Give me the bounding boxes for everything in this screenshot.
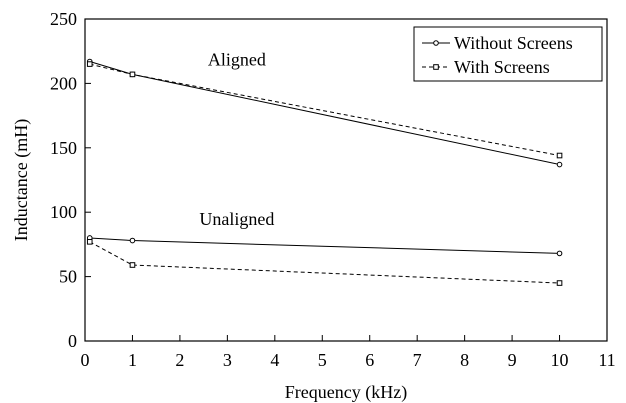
x-tick-label: 0 — [81, 350, 90, 370]
x-tick-label: 7 — [413, 350, 422, 370]
legend-label: Without Screens — [454, 33, 573, 53]
x-tick-label: 2 — [175, 350, 184, 370]
x-tick-label: 10 — [551, 350, 569, 370]
plot-area — [84, 18, 608, 342]
marker-square — [129, 262, 136, 268]
x-tick-label: 4 — [270, 350, 279, 370]
series-aligned-with-screens — [86, 61, 563, 159]
series-unaligned-with-screens — [86, 239, 563, 286]
series-unaligned-without-screens — [86, 235, 563, 257]
legend-label: With Screens — [454, 57, 550, 77]
y-tick-label: 100 — [50, 202, 77, 222]
marker-circle — [433, 40, 439, 46]
y-tick-label: 250 — [50, 9, 77, 29]
marker-circle — [129, 237, 136, 244]
axis-ticks: 0 1 2 3 4 5 6 7 8 9 10 11 0 50 100 150 200 250 — [50, 9, 616, 370]
legend-item: Without Screens — [422, 33, 573, 53]
legend-item: With Screens — [422, 57, 550, 77]
annotation-label: Unaligned — [199, 209, 274, 229]
x-tick-label: 8 — [460, 350, 469, 370]
x-axis-label: Frequency (kHz) — [285, 382, 407, 403]
y-tick-label: 50 — [59, 267, 77, 287]
legend-box — [413, 26, 603, 82]
series-group — [86, 58, 563, 286]
series-line — [89, 237, 560, 254]
y-axis-label: Inductance (mH) — [11, 119, 32, 241]
marker-square — [86, 239, 93, 245]
x-tick-label: 11 — [598, 350, 615, 370]
y-tick-label: 200 — [50, 73, 77, 93]
y-tick-label: 0 — [68, 331, 77, 351]
marker-square — [129, 71, 136, 78]
marker-square — [86, 61, 93, 67]
x-tick-label: 3 — [223, 350, 232, 370]
marker-circle — [556, 161, 563, 168]
annotation-label: Aligned — [208, 49, 266, 69]
marker-circle — [556, 250, 563, 257]
y-tick-label: 150 — [50, 138, 77, 158]
legend: Without Screens With Screens — [413, 26, 603, 82]
x-tick-label: 6 — [365, 350, 374, 370]
series-line — [89, 241, 560, 284]
annotations: Aligned Unaligned — [199, 49, 274, 229]
x-tick-label: 5 — [318, 350, 327, 370]
x-tick-label: 1 — [128, 350, 137, 370]
x-tick-label: 9 — [508, 350, 517, 370]
marker-square — [556, 152, 563, 159]
marker-square — [433, 64, 439, 70]
marker-square — [556, 280, 563, 286]
